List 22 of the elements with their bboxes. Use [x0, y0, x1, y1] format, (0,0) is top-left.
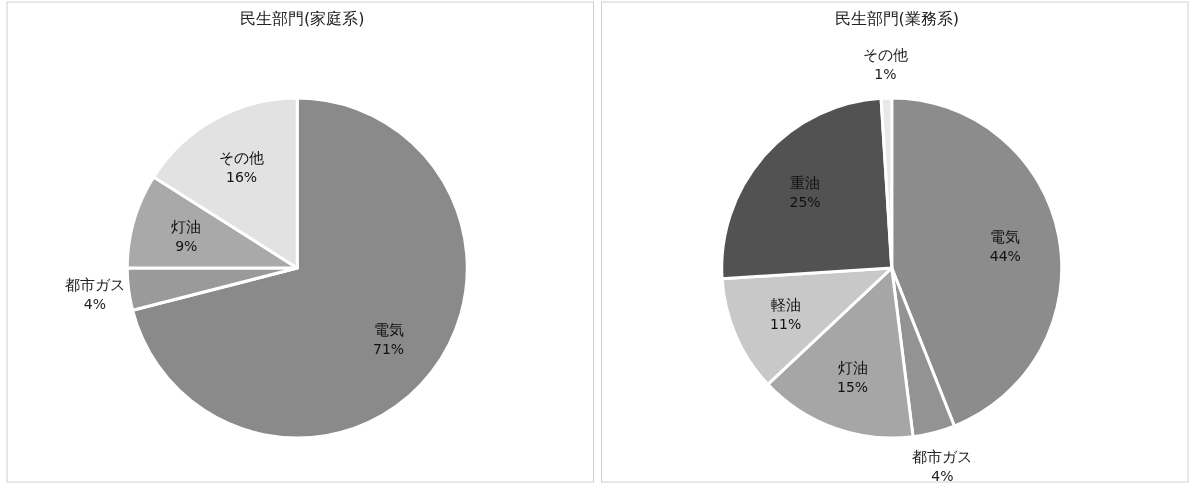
- slice-label: 灯油: [837, 358, 868, 377]
- slice-label: 電気: [990, 228, 1021, 247]
- slice-label: その他: [219, 148, 265, 167]
- slice-label: その他: [862, 46, 908, 65]
- slice-label: 電気: [373, 320, 404, 339]
- data-label: 15%: [837, 378, 869, 395]
- slice-label: 都市ガス: [64, 275, 125, 294]
- data-label: 44%: [989, 248, 1021, 265]
- data-label: 4%: [83, 295, 106, 312]
- data-label: 25%: [789, 193, 821, 210]
- chart-title: 民生部門(家庭系): [240, 9, 365, 28]
- slice-label: 灯油: [171, 217, 202, 236]
- data-label: 71%: [373, 340, 405, 357]
- slice-label: 軽油: [770, 295, 801, 314]
- data-label: 4%: [931, 467, 954, 484]
- data-label: 16%: [226, 168, 258, 185]
- data-label: 1%: [874, 66, 897, 83]
- slice-label: 都市ガス: [912, 447, 973, 466]
- chart-title: 民生部門(業務系): [834, 9, 959, 28]
- slice-label: 重油: [790, 173, 821, 192]
- data-label: 11%: [770, 315, 802, 332]
- data-label: 9%: [175, 237, 198, 254]
